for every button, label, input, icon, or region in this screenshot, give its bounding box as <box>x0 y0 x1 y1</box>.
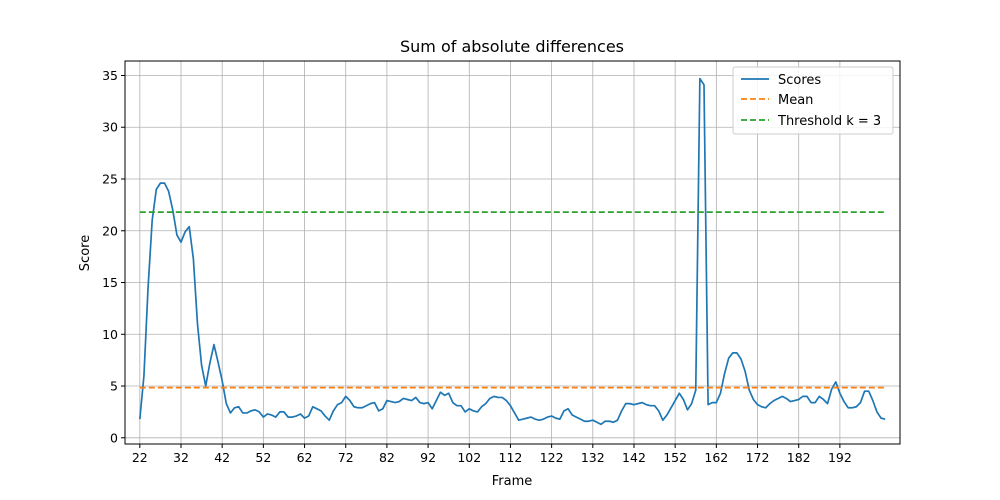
legend-label-threshold: Threshold k = 3 <box>777 114 881 129</box>
x-tick-label: 32 <box>173 450 189 465</box>
scores-line <box>138 77 886 426</box>
y-tick-label: 10 <box>102 327 118 342</box>
y-tick-label: 5 <box>110 379 118 394</box>
series-layer <box>138 77 886 426</box>
x-axis-label: Frame <box>492 474 533 489</box>
x-tick-label: 72 <box>338 450 354 465</box>
x-tick-label: 122 <box>540 450 564 465</box>
x-tick-label: 42 <box>214 450 230 465</box>
plot-frame <box>124 60 901 445</box>
x-tick-label: 52 <box>255 450 271 465</box>
x-tick-label: 62 <box>297 450 313 465</box>
x-tick-label: 132 <box>581 450 605 465</box>
x-tick-label: 152 <box>663 450 687 465</box>
legend-label-scores: Scores <box>778 73 821 88</box>
y-axis-label: Score <box>78 235 93 271</box>
x-tick-label: 182 <box>787 450 811 465</box>
x-tick-label: 82 <box>379 450 395 465</box>
x-tick-label: 92 <box>420 450 436 465</box>
x-tick-label: 142 <box>622 450 646 465</box>
grid <box>125 61 900 444</box>
y-tick-label: 30 <box>102 120 118 135</box>
legend-label-mean: Mean <box>778 93 813 108</box>
chart-title: Sum of absolute differences <box>400 37 624 56</box>
y-tick-label: 15 <box>102 275 118 290</box>
x-tick-label: 172 <box>746 450 770 465</box>
x-tick-label: 192 <box>828 450 852 465</box>
x-tick-label: 112 <box>499 450 523 465</box>
x-tick-label: 22 <box>132 450 148 465</box>
y-tick-label: 0 <box>110 430 118 445</box>
x-tick-label: 102 <box>457 450 481 465</box>
y-tick-label: 25 <box>102 172 118 187</box>
y-tick-label: 35 <box>102 68 118 83</box>
ticks: 22 32 42 52 62 72 82 92 102 112 122 132 142 152 162 172… <box>102 68 852 465</box>
legend: Scores Mean Threshold k = 3 <box>732 66 894 135</box>
legend-box <box>732 66 894 135</box>
y-tick-label: 20 <box>102 223 118 238</box>
x-tick-label: 162 <box>704 450 728 465</box>
